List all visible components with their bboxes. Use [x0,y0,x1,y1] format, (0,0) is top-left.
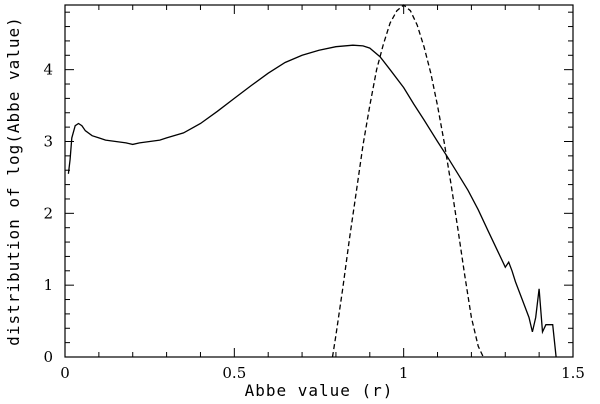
x-tick-label: 1 [399,364,409,382]
solid-series-line [67,44,557,358]
x-axis-label: Abbe value (r) [245,381,394,400]
y-axis-label: distribution of log(Abbe value) [4,16,23,346]
tick-labels: 0 0.5 1 1.5 0 1 2 3 4 [43,61,584,382]
x-tick-label: 0 [60,364,70,382]
y-tick-label: 3 [43,132,53,150]
dashed-series-line [331,4,484,358]
y-tick-label: 1 [43,276,53,294]
plot-frame [64,4,574,358]
y-tick-label: 2 [43,204,53,222]
series-group [67,4,557,358]
x-tick-label: 0.5 [222,364,246,382]
x-tick-label: 1.5 [561,364,585,382]
y-tick-label: 0 [43,348,53,366]
axis-ticks [64,5,574,358]
y-tick-label: 4 [43,61,53,79]
